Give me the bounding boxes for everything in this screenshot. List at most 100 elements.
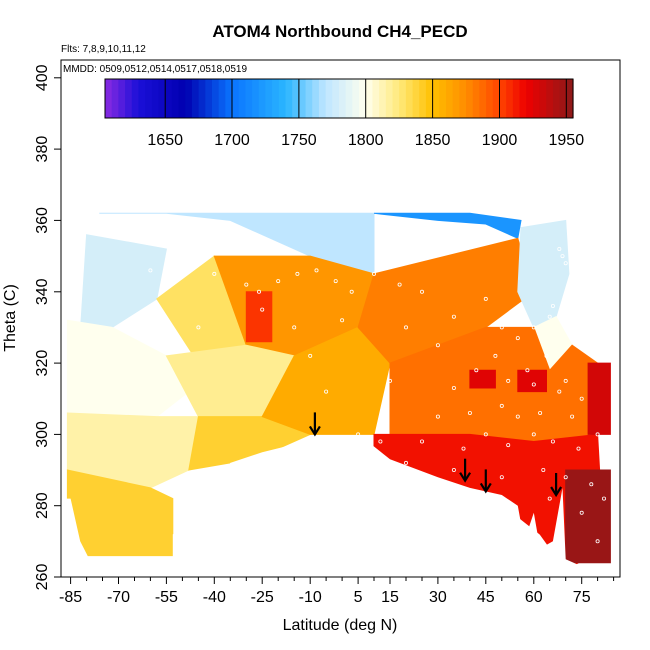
y-tick-label: 380 bbox=[34, 136, 51, 163]
colorbar-cell bbox=[412, 79, 420, 118]
field-patch bbox=[245, 291, 273, 343]
colorbar-cell bbox=[445, 79, 454, 118]
y-axis: 260 280 300 320 340 360 380 400 bbox=[34, 64, 61, 590]
observation-point bbox=[515, 336, 520, 341]
colorbar: 1650 1700 1750 1800 1850 1900 1950 bbox=[104, 78, 584, 149]
colorbar-cell bbox=[218, 79, 226, 118]
x-tick-label: -85 bbox=[59, 589, 82, 606]
colorbar-cell bbox=[178, 79, 186, 118]
observation-point bbox=[576, 446, 581, 451]
colorbar-tick-label: 1800 bbox=[348, 132, 384, 149]
colorbar-cell bbox=[425, 79, 434, 118]
observation-point bbox=[387, 378, 392, 383]
colorbar-cell bbox=[118, 79, 126, 118]
colorbar-cell bbox=[419, 79, 427, 118]
colorbar-cell bbox=[245, 79, 253, 118]
observation-point bbox=[461, 446, 466, 451]
colorbar-cell bbox=[171, 79, 180, 118]
colorbar-cell bbox=[305, 79, 313, 118]
observation-point bbox=[419, 439, 424, 444]
observation-point bbox=[550, 439, 555, 444]
colorbar-cell bbox=[399, 79, 407, 118]
colorbar-cell bbox=[272, 79, 280, 118]
down-arrow-icon bbox=[550, 473, 563, 498]
y-tick-label: 280 bbox=[34, 492, 51, 519]
observation-point bbox=[397, 282, 402, 287]
colorbar-tick-label: 1900 bbox=[482, 132, 518, 149]
y-tick-label: 340 bbox=[34, 278, 51, 305]
colorbar-cell bbox=[559, 79, 567, 118]
observation-point bbox=[531, 432, 536, 437]
observation-point bbox=[525, 368, 530, 373]
colorbar-cell bbox=[265, 79, 273, 118]
observation-point bbox=[589, 339, 594, 344]
observation-point bbox=[506, 443, 511, 448]
observation-point bbox=[244, 282, 249, 287]
colorbar-frame bbox=[104, 78, 574, 119]
x-tick-label: 60 bbox=[525, 589, 543, 606]
observation-point bbox=[541, 467, 546, 472]
observation-point bbox=[474, 368, 479, 373]
colorbar-cell bbox=[278, 79, 287, 118]
field-patch bbox=[517, 219, 570, 329]
colorbar-cell bbox=[392, 79, 400, 118]
x-tick-label: -70 bbox=[107, 589, 130, 606]
colorbar-tick-label: 1850 bbox=[415, 132, 451, 149]
observation-point bbox=[531, 382, 536, 387]
observation-point bbox=[324, 389, 329, 394]
x-tick-label: -55 bbox=[155, 589, 178, 606]
colorbar-cell bbox=[499, 79, 507, 118]
colorbar-cell bbox=[131, 79, 140, 118]
colorbar-cell bbox=[158, 79, 166, 118]
observation-point bbox=[570, 414, 575, 419]
observation-point bbox=[547, 314, 552, 319]
colorbar-cell bbox=[432, 79, 440, 118]
x-axis-label: Latitude (deg N) bbox=[283, 617, 398, 634]
observation-point bbox=[260, 307, 265, 312]
colorbar-cell bbox=[552, 79, 561, 118]
observation-point bbox=[467, 410, 472, 415]
down-arrow-icon bbox=[308, 412, 321, 437]
colorbar-cell bbox=[332, 79, 340, 118]
colorbar-cell bbox=[318, 79, 327, 118]
down-arrow-icon bbox=[479, 469, 492, 494]
colorbar-cell bbox=[138, 79, 146, 118]
y-tick-label: 400 bbox=[34, 64, 51, 91]
colorbar-cell bbox=[539, 79, 547, 118]
colorbar-cell bbox=[359, 79, 367, 118]
colorbar-cell bbox=[492, 79, 501, 118]
observation-point bbox=[356, 432, 361, 437]
x-tick-label: 30 bbox=[429, 589, 447, 606]
colorbar-cell bbox=[252, 79, 260, 118]
colorbar-tick-label: 1750 bbox=[281, 132, 317, 149]
colorbar-cell bbox=[452, 79, 460, 118]
observation-point bbox=[538, 410, 543, 415]
observation-point bbox=[563, 475, 568, 480]
observation-point bbox=[292, 325, 297, 330]
colorbar-cell bbox=[165, 79, 173, 118]
observation-point bbox=[579, 396, 584, 401]
x-tick-label: 75 bbox=[573, 589, 591, 606]
colorbar-cell bbox=[185, 79, 193, 118]
x-tick-label: 5 bbox=[354, 589, 363, 606]
observation-point bbox=[196, 325, 201, 330]
colorbar-cell bbox=[365, 79, 374, 118]
colorbar-cell bbox=[211, 79, 220, 118]
observation-point bbox=[557, 389, 562, 394]
observation-point bbox=[403, 325, 408, 330]
field-patch bbox=[469, 369, 496, 389]
colorbar-cell bbox=[352, 79, 360, 118]
observation-point bbox=[595, 539, 600, 544]
colorbar-cell bbox=[345, 79, 353, 118]
colorbar-tick-label: 1700 bbox=[214, 132, 250, 149]
colorbar-cell bbox=[339, 79, 347, 118]
observation-point bbox=[378, 439, 383, 444]
x-axis: -85 -70 -55 -40 -25 -10 5 15 30 45 60 75 bbox=[59, 577, 615, 606]
colorbar-cell bbox=[466, 79, 474, 118]
x-tick-label: -25 bbox=[251, 589, 274, 606]
observation-point bbox=[295, 271, 300, 276]
y-tick-label: 260 bbox=[34, 564, 51, 591]
observation-point bbox=[589, 482, 594, 487]
colorbar-cell bbox=[191, 79, 200, 118]
